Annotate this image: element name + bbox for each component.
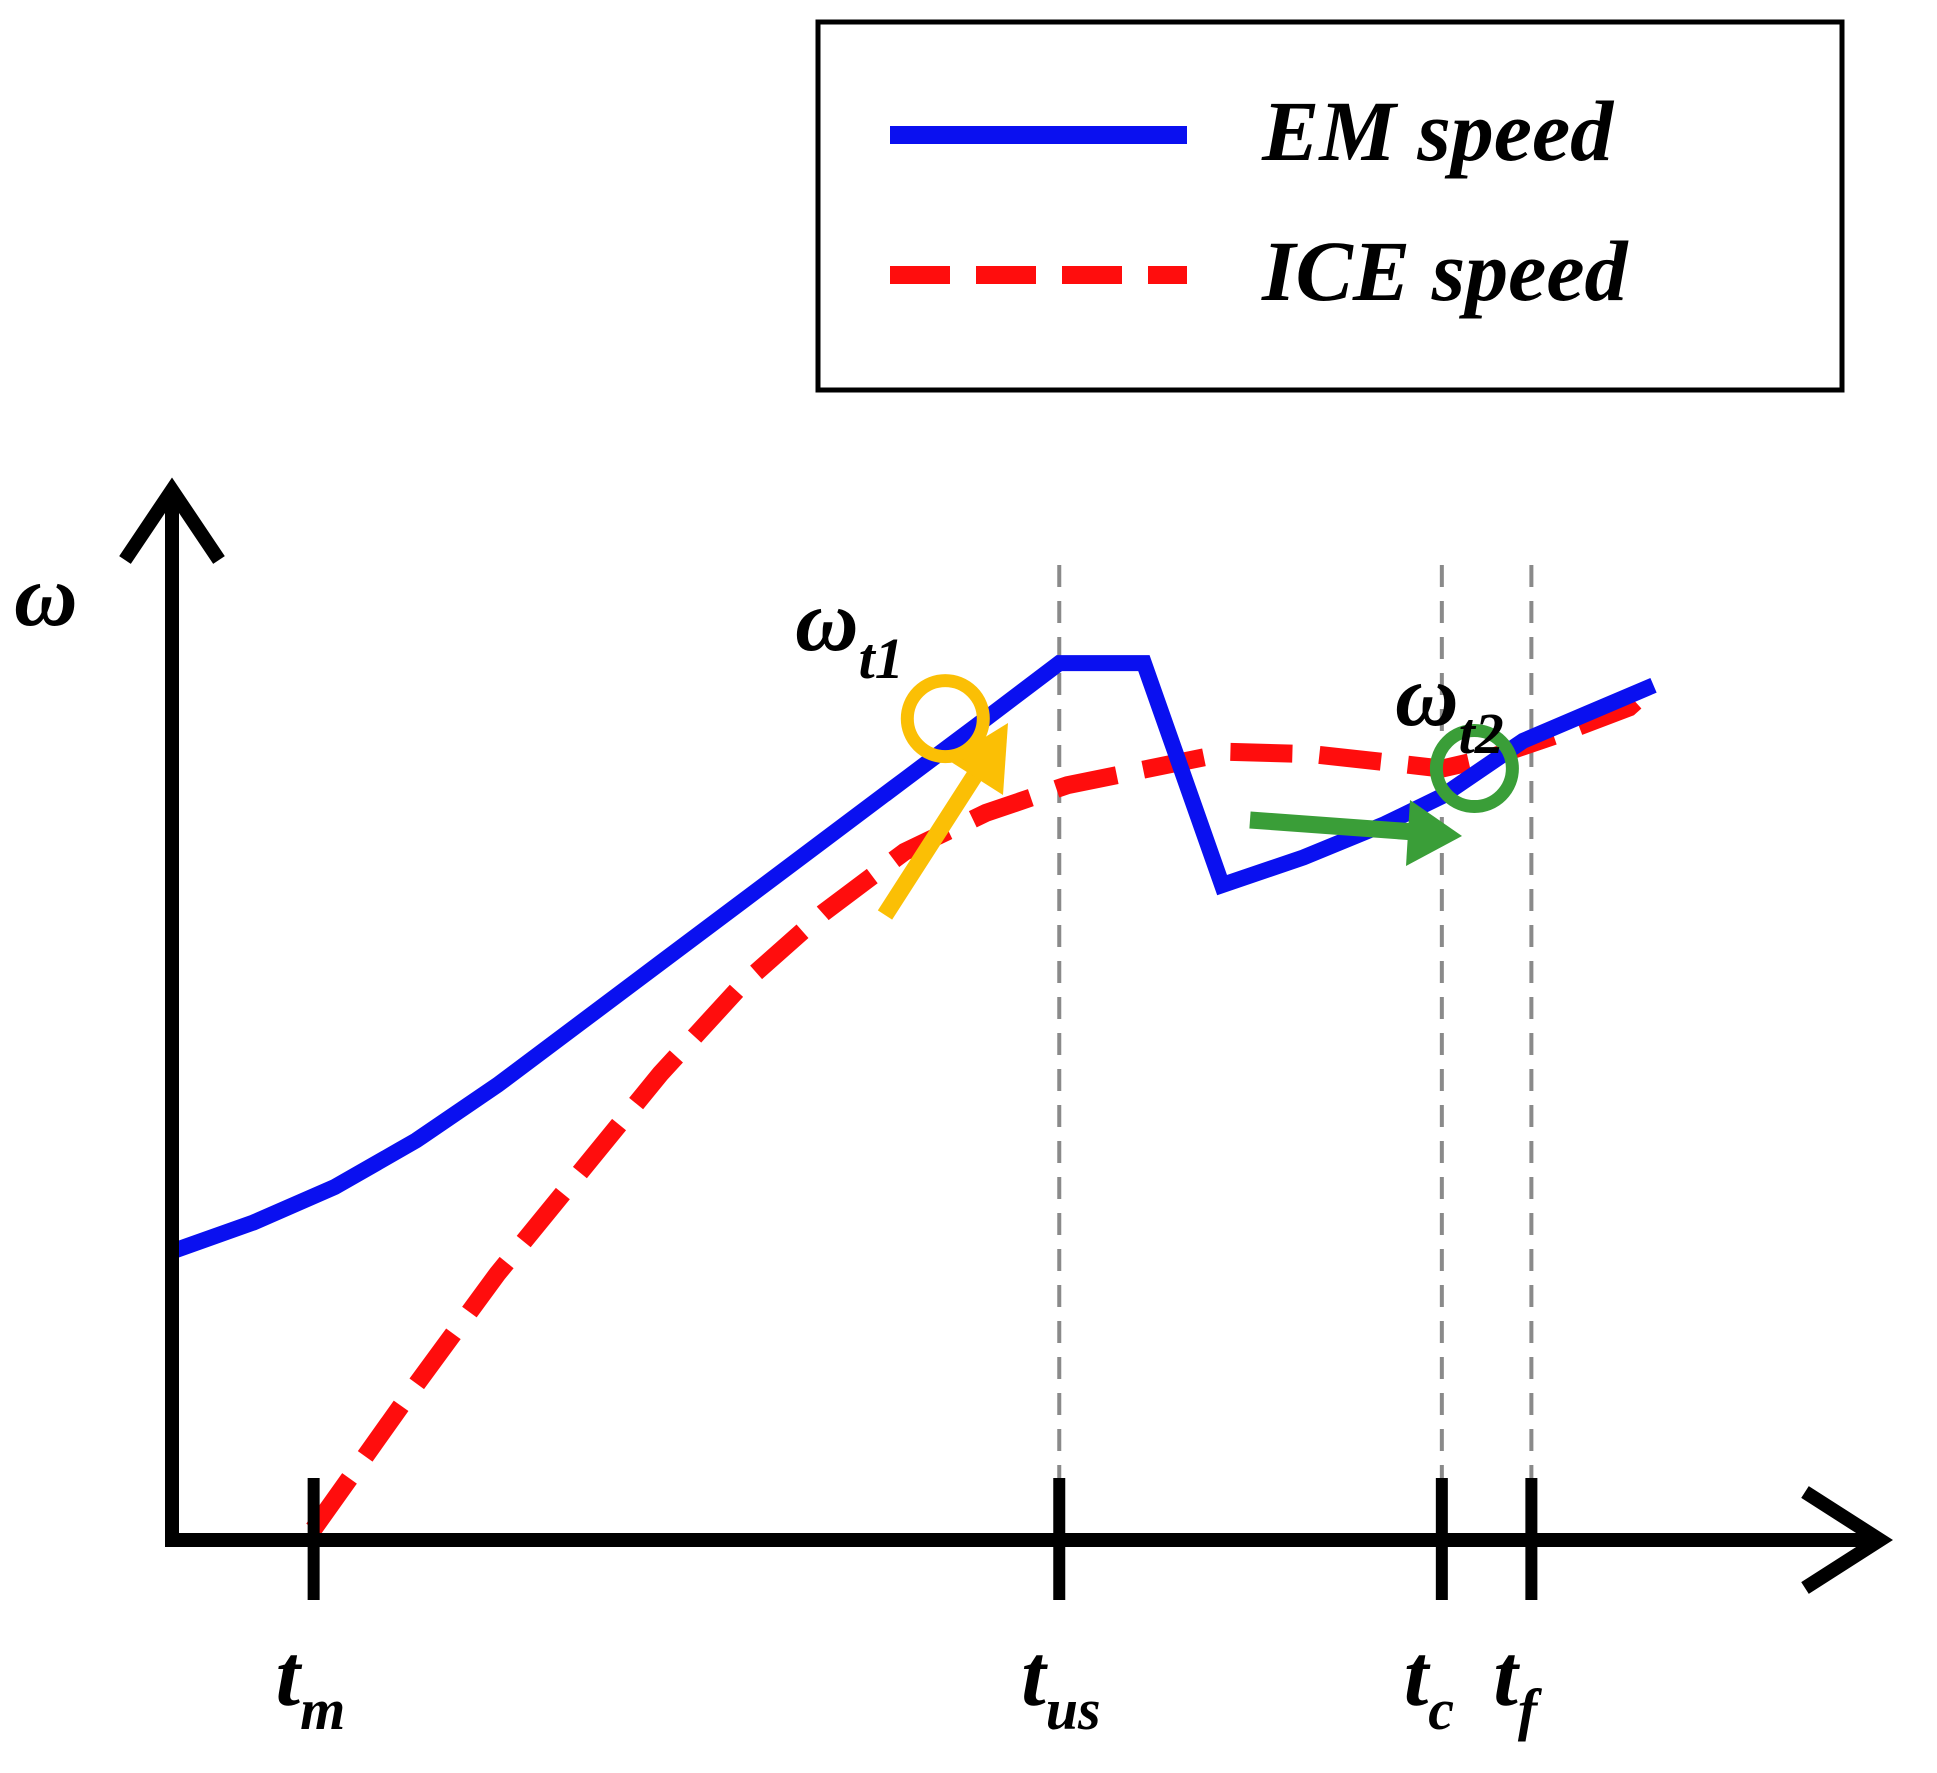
x-tick-label-main: t [1404,1628,1431,1725]
x-tick-label-sub: us [1046,1677,1101,1742]
omega-t2-label: ωt2 [1395,648,1504,766]
axes [119,477,1893,1594]
series-line-ice-speed [306,678,1660,1535]
y-axis-label: ω [14,548,78,645]
legend-box [815,19,1845,393]
omega-t2-marker [1429,724,1519,814]
omega-t1-arrow [877,723,1008,920]
x-tick-label-sub: f [1518,1677,1543,1742]
legend: EM speed ICE speed [815,19,1845,393]
x-tick-label-sub: m [300,1677,345,1742]
x-tick-label-sub: c [1428,1677,1454,1742]
legend-label-em-speed: EM speed [1261,83,1615,179]
y-axis-arrowhead [119,477,225,564]
omega-t1-marker [900,674,990,764]
x-tick-label-c: tc [1404,1628,1454,1742]
x-axis-arrowhead [1801,1486,1893,1594]
x-ticks: tm tus tc tf [276,1478,1543,1742]
x-tick-label-main: t [276,1628,303,1725]
x-tick-label-main: t [1493,1628,1520,1725]
series-line-em-speed [169,655,1657,1259]
x-tick-label-main: t [1021,1628,1048,1725]
x-tick-label-f: tf [1493,1628,1542,1742]
omega-t2-arrow [1249,800,1462,866]
x-tick-label-m: tm [276,1628,346,1742]
omega-t1-label-sub: t1 [859,626,904,691]
x-tick-label-us: tus [1021,1628,1100,1742]
omega-t2-label-sub: t2 [1459,701,1504,766]
omega-t1-label: ωt1 [795,573,904,691]
vertical-guides [1057,565,1534,1540]
omega-t2-label-main: ω [1395,648,1459,745]
omega-t1-label-main: ω [795,573,859,670]
legend-label-ice-speed: ICE speed [1261,223,1630,319]
